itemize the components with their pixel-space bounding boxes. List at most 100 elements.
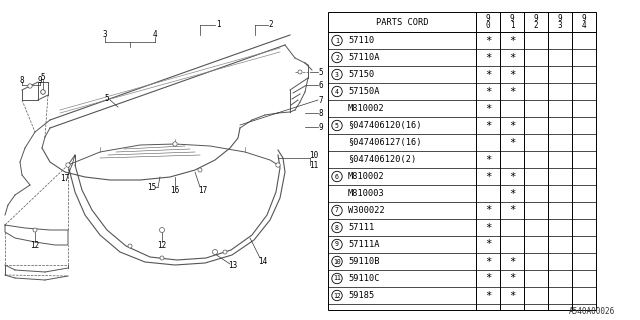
Circle shape xyxy=(198,168,202,172)
Text: *: * xyxy=(485,239,491,250)
Text: 5: 5 xyxy=(335,123,339,129)
Circle shape xyxy=(332,205,342,216)
Text: 17: 17 xyxy=(60,173,70,182)
Text: 6: 6 xyxy=(319,81,323,90)
Circle shape xyxy=(298,70,302,74)
Circle shape xyxy=(332,120,342,131)
Text: 16: 16 xyxy=(170,186,180,195)
Circle shape xyxy=(332,69,342,80)
Text: *: * xyxy=(509,291,515,300)
Text: *: * xyxy=(509,205,515,215)
Text: 3: 3 xyxy=(102,29,108,38)
Circle shape xyxy=(173,142,177,146)
Text: *: * xyxy=(485,121,491,131)
Text: *: * xyxy=(485,36,491,45)
Text: *: * xyxy=(509,52,515,62)
Text: 12: 12 xyxy=(157,241,166,250)
Text: *: * xyxy=(509,69,515,79)
Text: 1: 1 xyxy=(216,20,220,28)
Text: 57111A: 57111A xyxy=(348,240,380,249)
Text: *: * xyxy=(485,172,491,181)
Text: 59110C: 59110C xyxy=(348,274,380,283)
Text: *: * xyxy=(485,69,491,79)
Circle shape xyxy=(33,228,37,232)
Bar xyxy=(328,12,596,310)
Text: *: * xyxy=(509,257,515,267)
Circle shape xyxy=(66,163,70,167)
Text: M810002: M810002 xyxy=(348,104,385,113)
Text: *: * xyxy=(485,52,491,62)
Text: 5: 5 xyxy=(319,68,323,76)
Circle shape xyxy=(128,244,132,248)
Circle shape xyxy=(41,90,45,94)
Text: M810002: M810002 xyxy=(348,172,385,181)
Circle shape xyxy=(332,86,342,97)
Text: 57110: 57110 xyxy=(348,36,374,45)
Text: §047406120(16): §047406120(16) xyxy=(348,121,422,130)
Circle shape xyxy=(212,250,218,254)
Text: 5: 5 xyxy=(105,93,109,102)
Text: §047406120(2): §047406120(2) xyxy=(348,155,416,164)
Text: *: * xyxy=(509,36,515,45)
Text: *: * xyxy=(485,155,491,164)
Text: 9: 9 xyxy=(319,123,323,132)
Text: 57150A: 57150A xyxy=(348,87,380,96)
Text: 9: 9 xyxy=(38,76,42,84)
Text: 4: 4 xyxy=(153,29,157,38)
Text: *: * xyxy=(509,121,515,131)
Circle shape xyxy=(332,256,342,267)
Text: 10: 10 xyxy=(309,150,319,159)
Text: A540A00026: A540A00026 xyxy=(569,308,615,316)
Text: 2: 2 xyxy=(335,54,339,60)
Text: *: * xyxy=(485,205,491,215)
Text: 3: 3 xyxy=(335,71,339,77)
Text: §047406127(16): §047406127(16) xyxy=(348,138,422,147)
Text: 13: 13 xyxy=(228,261,237,270)
Text: 17: 17 xyxy=(198,186,207,195)
Text: 11: 11 xyxy=(309,161,319,170)
Circle shape xyxy=(332,273,342,284)
Text: 7: 7 xyxy=(335,207,339,213)
Circle shape xyxy=(332,35,342,46)
Text: 9
1: 9 1 xyxy=(509,13,515,30)
Text: 6: 6 xyxy=(335,173,339,180)
Text: 1: 1 xyxy=(335,37,339,44)
Text: 59110B: 59110B xyxy=(348,257,380,266)
Text: *: * xyxy=(509,274,515,284)
Text: 57111: 57111 xyxy=(348,223,374,232)
Circle shape xyxy=(28,84,32,88)
Text: 57110A: 57110A xyxy=(348,53,380,62)
Text: 9
4: 9 4 xyxy=(582,13,586,30)
Circle shape xyxy=(332,171,342,182)
Text: *: * xyxy=(509,138,515,148)
Text: *: * xyxy=(485,257,491,267)
Text: 11: 11 xyxy=(333,276,341,282)
Text: *: * xyxy=(485,103,491,114)
Text: 8: 8 xyxy=(335,225,339,230)
Text: *: * xyxy=(485,291,491,300)
Text: *: * xyxy=(509,86,515,97)
Text: 9
0: 9 0 xyxy=(486,13,490,30)
Text: 12: 12 xyxy=(30,241,40,250)
Circle shape xyxy=(332,52,342,63)
Circle shape xyxy=(332,290,342,301)
Text: 10: 10 xyxy=(333,259,341,265)
Circle shape xyxy=(223,250,227,254)
Circle shape xyxy=(41,90,45,94)
Text: 9: 9 xyxy=(335,242,339,247)
Circle shape xyxy=(160,256,164,260)
Text: 7: 7 xyxy=(319,95,323,105)
Text: 5: 5 xyxy=(41,73,45,82)
Text: *: * xyxy=(509,188,515,198)
Circle shape xyxy=(159,228,164,233)
Text: W300022: W300022 xyxy=(348,206,385,215)
Text: 9
2: 9 2 xyxy=(534,13,538,30)
Text: 4: 4 xyxy=(335,89,339,94)
Text: PARTS CORD: PARTS CORD xyxy=(376,18,428,27)
Text: 2: 2 xyxy=(269,20,273,28)
Text: 8: 8 xyxy=(20,76,24,84)
Text: *: * xyxy=(485,86,491,97)
Text: 12: 12 xyxy=(333,292,341,299)
Text: 8: 8 xyxy=(319,108,323,117)
Text: 9
3: 9 3 xyxy=(557,13,563,30)
